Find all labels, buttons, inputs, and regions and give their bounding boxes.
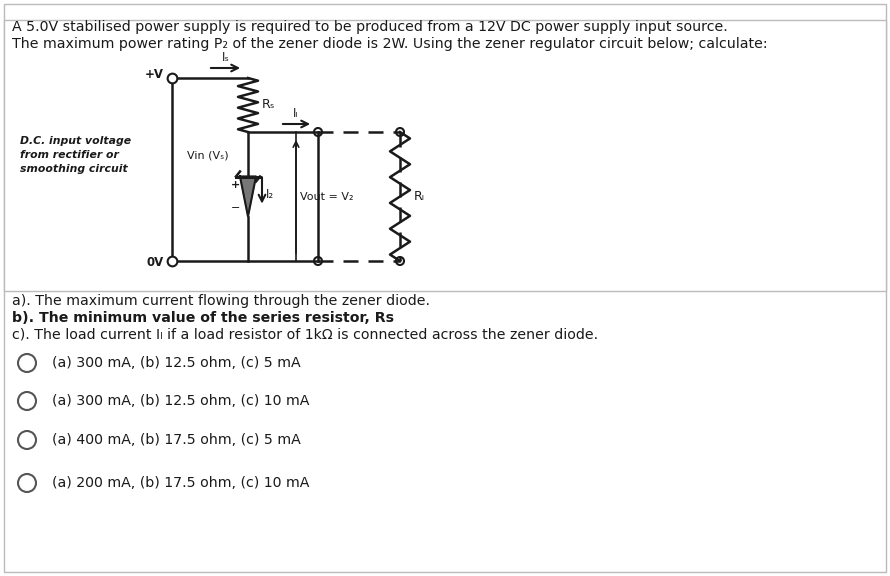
Text: +V: +V xyxy=(145,67,164,81)
Text: Rₛ: Rₛ xyxy=(262,98,275,112)
Text: Vout = V₂: Vout = V₂ xyxy=(300,191,353,202)
Text: +: + xyxy=(231,180,240,190)
Polygon shape xyxy=(240,176,256,217)
Text: (a) 400 mA, (b) 17.5 ohm, (c) 5 mA: (a) 400 mA, (b) 17.5 ohm, (c) 5 mA xyxy=(52,433,301,447)
Text: (a) 300 mA, (b) 12.5 ohm, (c) 10 mA: (a) 300 mA, (b) 12.5 ohm, (c) 10 mA xyxy=(52,394,310,408)
Text: Rₗ: Rₗ xyxy=(414,190,425,203)
Text: D.C. input voltage
from rectifier or
smoothing circuit: D.C. input voltage from rectifier or smo… xyxy=(20,135,131,173)
Text: Iₗ: Iₗ xyxy=(294,107,299,120)
Text: The maximum power rating P₂ of the zener diode is 2W. Using the zener regulator : The maximum power rating P₂ of the zener… xyxy=(12,37,767,51)
Text: Vin (Vₛ): Vin (Vₛ) xyxy=(187,150,229,160)
Text: c). The load current Iₗ if a load resistor of 1kΩ is connected across the zener : c). The load current Iₗ if a load resist… xyxy=(12,328,598,342)
Text: (a) 200 mA, (b) 17.5 ohm, (c) 10 mA: (a) 200 mA, (b) 17.5 ohm, (c) 10 mA xyxy=(52,476,310,490)
Text: Iₛ: Iₛ xyxy=(222,51,230,64)
Text: 0V: 0V xyxy=(147,256,164,270)
Text: a). The maximum current flowing through the zener diode.: a). The maximum current flowing through … xyxy=(12,294,430,308)
Text: −: − xyxy=(231,203,240,214)
Bar xyxy=(4,20,886,291)
Text: b). The minimum value of the series resistor, Rs: b). The minimum value of the series resi… xyxy=(12,311,394,325)
Text: A 5.0V stabilised power supply is required to be produced from a 12V DC power su: A 5.0V stabilised power supply is requir… xyxy=(12,20,728,34)
Text: (a) 300 mA, (b) 12.5 ohm, (c) 5 mA: (a) 300 mA, (b) 12.5 ohm, (c) 5 mA xyxy=(52,356,301,370)
Text: I₂: I₂ xyxy=(266,188,274,201)
